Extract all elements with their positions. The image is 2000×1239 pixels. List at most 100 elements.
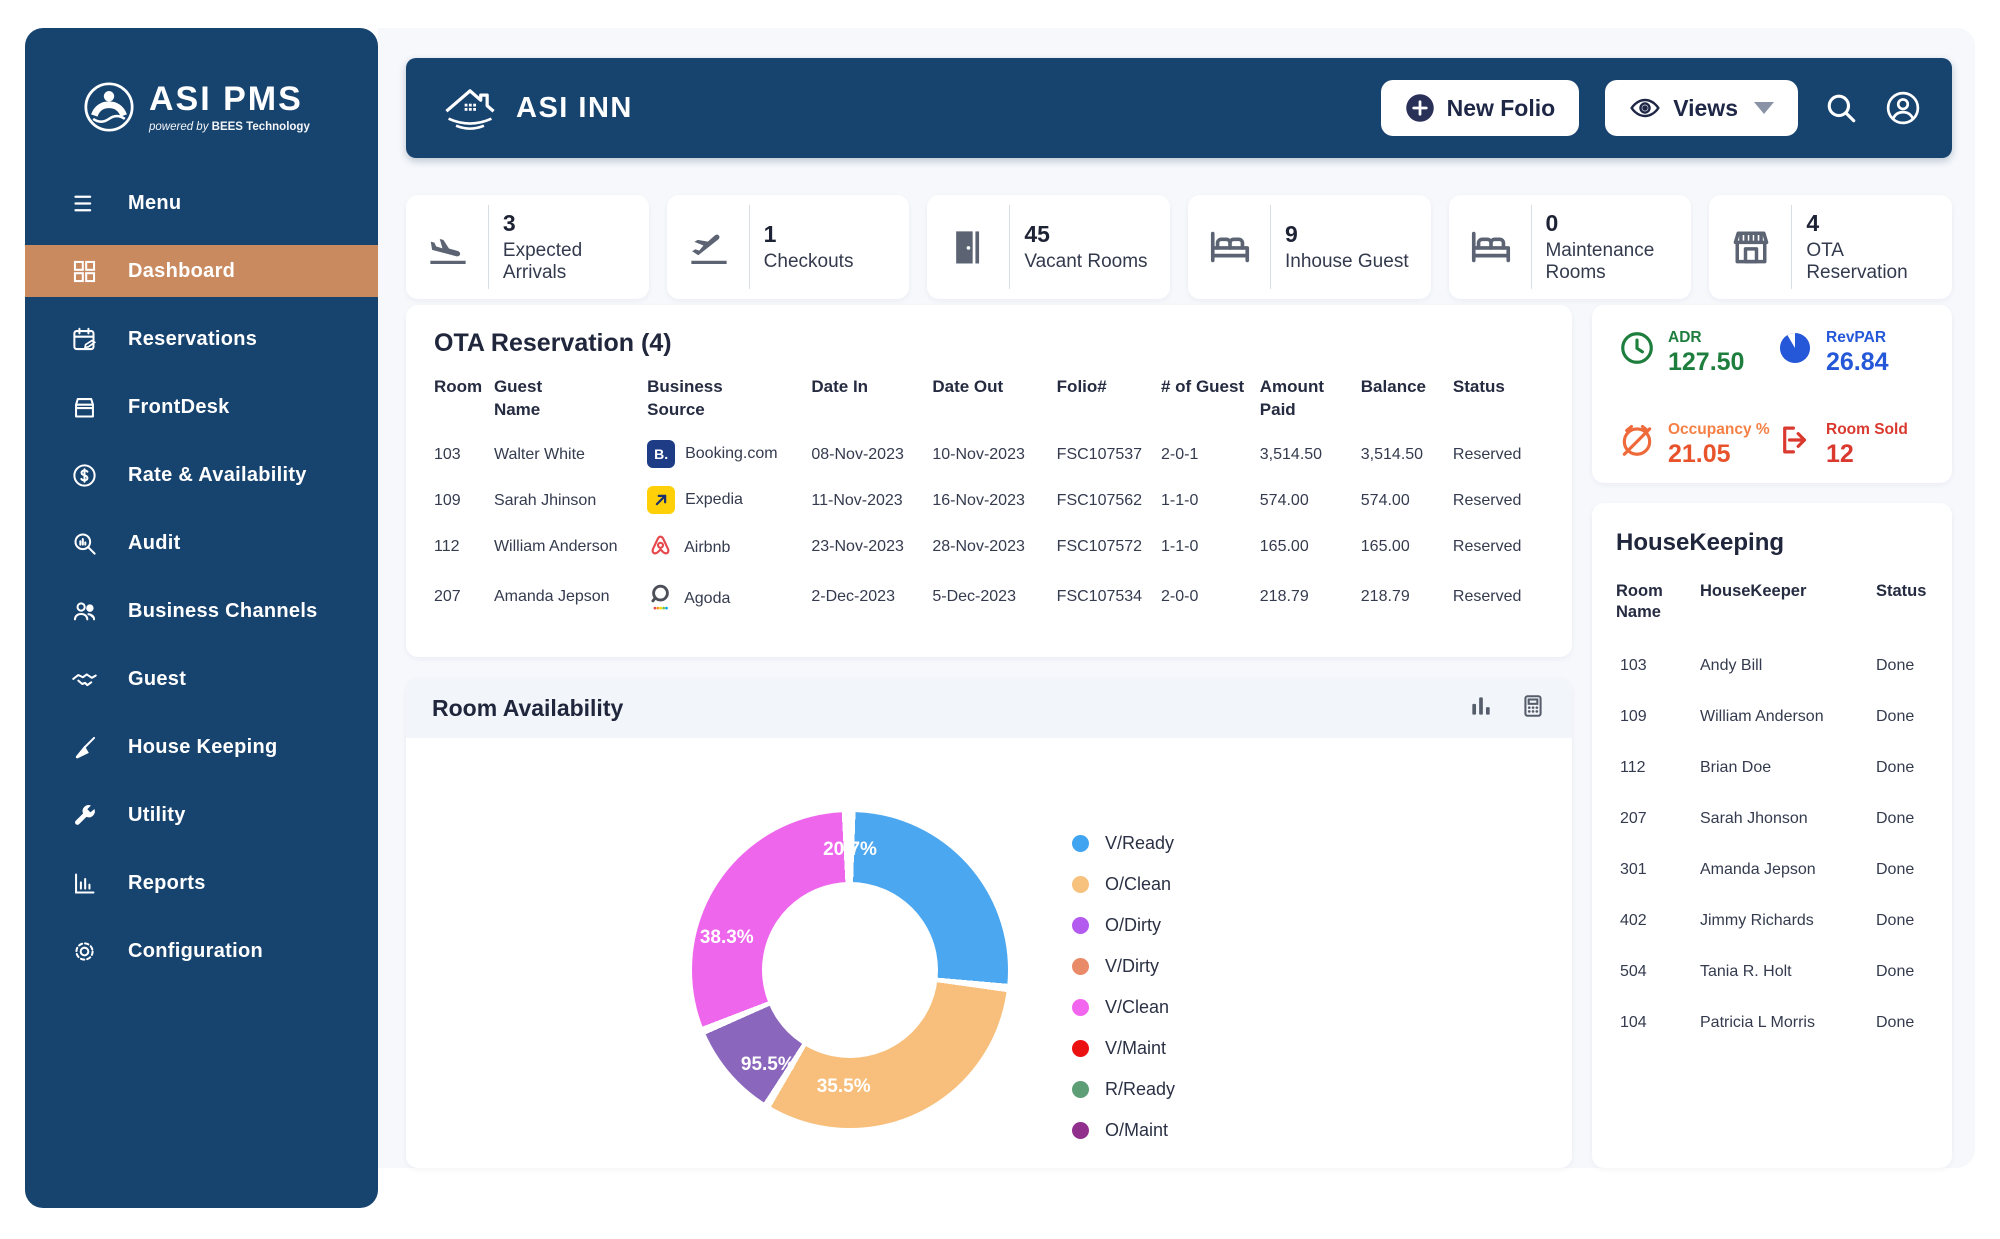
sidebar-item-menu[interactable]: Menu	[25, 177, 378, 229]
kpi-occupancy: Occupancy % 21.05	[1618, 421, 1776, 483]
room-availability-donut-chart: 20.7% 35.5% 95.5% 38.3%	[692, 812, 1008, 1128]
new-folio-button[interactable]: New Folio	[1380, 80, 1580, 136]
legend-item: V/Dirty	[1072, 953, 1175, 980]
stat-label: Inhouse Guest	[1285, 251, 1409, 273]
room-availability-header: Room Availability	[406, 678, 1572, 738]
stat-card-vacant-rooms[interactable]: 45 Vacant Rooms	[927, 195, 1171, 299]
housekeeping-row[interactable]: 103 Andy Bill Done	[1620, 656, 1915, 674]
stat-value: 1	[763, 221, 777, 248]
status-badge: Reserved	[1452, 537, 1522, 555]
ota-card-title: OTA Reservation (4)	[434, 329, 672, 357]
sidebar-item-dashboard[interactable]: Dashboard	[25, 245, 378, 297]
chevron-down-icon	[1754, 102, 1774, 114]
stat-card-ota-reservation[interactable]: 4 OTA Reservation	[1709, 195, 1953, 299]
booking-com-icon: B.	[647, 439, 676, 468]
hamburger-icon	[74, 195, 92, 211]
frontdesk-icon	[75, 397, 94, 418]
store-icon	[1734, 231, 1769, 264]
main-content: ASI INN New Folio Views	[378, 28, 1975, 1168]
stat-label: Maintenance Rooms	[1545, 240, 1655, 283]
stat-value: 0	[1545, 210, 1559, 237]
legend-item: R/Ready	[1072, 1076, 1175, 1103]
sidebar-item-utility[interactable]: Utility	[25, 789, 378, 841]
chart-legend: V/Ready O/Clean O/Dirty V/Dirty V/Clean …	[1072, 830, 1175, 1144]
legend-dot	[1072, 1081, 1089, 1098]
chart-view-icon[interactable]	[1468, 693, 1494, 724]
pie-icon	[1779, 332, 1811, 364]
agoda-icon	[647, 582, 674, 617]
plane-takeoff-icon	[691, 234, 727, 265]
kpi-adr: ADR 127.50	[1618, 329, 1776, 391]
sidebar-item-frontdesk[interactable]: FrontDesk	[25, 381, 378, 433]
ota-reservation-card: OTA Reservation (4) Room Guest Name Busi…	[406, 305, 1572, 657]
bed-icon	[1210, 231, 1250, 263]
sidebar-item-reports[interactable]: Reports	[25, 857, 378, 909]
housekeeping-row[interactable]: 104 Patricia L Morris Done	[1620, 1013, 1915, 1031]
stat-label: Vacant Rooms	[1024, 251, 1148, 273]
reservations-icon	[73, 327, 97, 350]
donut-slice-label: 35.5%	[816, 1075, 871, 1097]
ota-table-row[interactable]: 112 William Anderson Airbnb 23-Nov-2023 …	[434, 535, 1544, 564]
airbnb-icon	[647, 532, 674, 564]
plane-landing-icon	[430, 238, 466, 265]
app-tagline: powered by BEES Technology	[149, 121, 310, 133]
legend-dot	[1072, 1040, 1089, 1057]
ota-table: Room Guest Name Business Source Date In …	[434, 376, 1544, 617]
legend-item: O/Dirty	[1072, 912, 1175, 939]
search-button[interactable]	[1824, 91, 1858, 125]
housekeeping-card: HouseKeeping Room Name HouseKeeper Statu…	[1592, 503, 1952, 1168]
housekeeping-row[interactable]: 402 Jimmy Richards Done	[1620, 911, 1915, 929]
kpi-room-sold: Room Sold 12	[1776, 421, 1934, 483]
sidebar-item-rate-availability[interactable]: Rate & Availability	[25, 449, 378, 501]
legend-dot	[1072, 876, 1089, 893]
status-badge: Reserved	[1452, 587, 1522, 605]
eye-icon	[1630, 98, 1660, 118]
sidebar-item-reservations[interactable]: Reservations	[25, 313, 378, 365]
status-badge: Reserved	[1452, 445, 1522, 463]
legend-dot	[1072, 1122, 1089, 1139]
status-badge: Reserved	[1452, 491, 1522, 509]
app-logo: ASI PMS powered by BEES Technology	[25, 28, 378, 133]
stat-label: Checkouts	[763, 251, 854, 273]
kpi-revpar: RevPAR 26.84	[1776, 329, 1934, 391]
user-profile-button[interactable]	[1884, 89, 1922, 127]
sidebar-item-guest[interactable]: Guest	[25, 653, 378, 705]
stat-card-inhouse-guest[interactable]: 9 Inhouse Guest	[1188, 195, 1431, 299]
sidebar-item-house-keeping[interactable]: House Keeping	[25, 721, 378, 773]
broom-icon	[75, 736, 96, 758]
dollar-circle-icon	[73, 463, 96, 487]
bar-chart-icon	[75, 872, 95, 894]
exit-arrow-icon	[1783, 426, 1807, 454]
donut-slice-label: 38.3%	[699, 927, 754, 949]
housekeeping-row[interactable]: 112 Brian Doe Done	[1620, 758, 1915, 776]
housekeeping-row[interactable]: 109 William Anderson Done	[1620, 707, 1915, 725]
clock-slash-icon	[1622, 424, 1652, 456]
ota-table-row[interactable]: 103 Walter White B. Booking.com 08-Nov-2…	[434, 439, 1544, 468]
clock-icon	[1621, 332, 1653, 364]
housekeeping-row[interactable]: 301 Amanda Jepson Done	[1620, 860, 1915, 878]
sidebar-item-business-channels[interactable]: Business Channels	[25, 585, 378, 637]
legend-dot	[1072, 917, 1089, 934]
ota-table-row[interactable]: 207 Amanda Jepson Agoda 2-Dec-2023 5-Dec…	[434, 584, 1544, 617]
legend-item: V/Ready	[1072, 830, 1175, 857]
stat-label: OTA Reservation	[1806, 240, 1908, 283]
sidebar-item-configuration[interactable]: Configuration	[25, 925, 378, 977]
people-icon	[73, 601, 96, 620]
bed-icon	[1471, 231, 1510, 263]
stat-card-expected-arrivals[interactable]: 3 Expected Arrivals	[406, 195, 649, 299]
ota-table-row[interactable]: 109 Sarah Jhinson Expedia 11-Nov-2023 16…	[434, 485, 1544, 514]
housekeeping-row[interactable]: 504 Tania R. Holt Done	[1620, 962, 1915, 980]
stat-card-checkouts[interactable]: 1 Checkouts	[666, 195, 910, 299]
housekeeping-row[interactable]: 207 Sarah Jhonson Done	[1620, 809, 1915, 827]
stat-value: 9	[1285, 221, 1298, 248]
table-view-icon[interactable]	[1520, 693, 1546, 724]
views-button[interactable]: Views	[1605, 80, 1798, 136]
housekeeping-title: HouseKeeping	[1616, 529, 1785, 556]
stat-value: 45	[1024, 221, 1050, 248]
stat-card-maintenance-rooms[interactable]: 0 Maintenance Rooms	[1448, 195, 1692, 299]
housekeeping-table-header: Room Name HouseKeeper Status	[1616, 582, 1927, 622]
hotel-name: ASI INN	[516, 91, 633, 124]
sidebar-item-audit[interactable]: Audit	[25, 517, 378, 569]
sidebar: ASI PMS powered by BEES Technology Menu …	[25, 28, 378, 1208]
